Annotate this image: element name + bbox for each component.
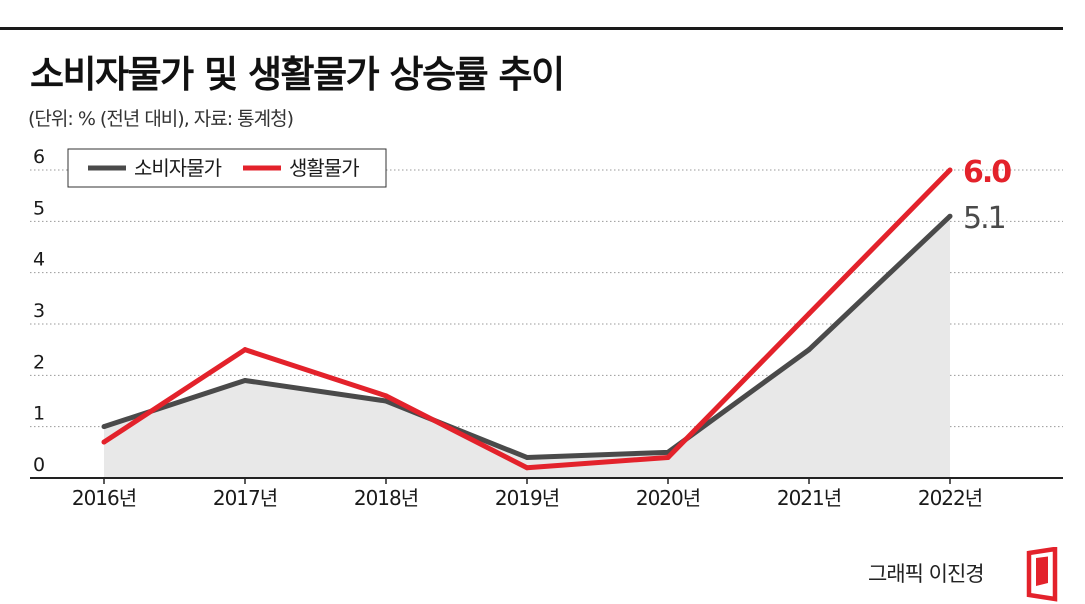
y-tick-label-6: 6 bbox=[33, 146, 45, 168]
publisher-logo-icon bbox=[1026, 547, 1058, 602]
data-point-living-0 bbox=[101, 439, 107, 445]
x-tick-label-2: 2018년 bbox=[354, 486, 418, 510]
x-tick-label-5: 2021년 bbox=[777, 486, 841, 510]
graphic-credit: 그래픽 이진경 bbox=[868, 562, 985, 586]
end-label-living: 6.0 bbox=[963, 155, 1011, 190]
area-fill bbox=[104, 216, 950, 478]
x-tick-label-1: 2017년 bbox=[213, 486, 277, 510]
data-point-consumer-5 bbox=[806, 347, 812, 353]
x-tick-label-6: 2022년 bbox=[918, 486, 982, 510]
chart-subtitle: (단위: % (전년 대비), 자료: 통계청) bbox=[28, 108, 294, 130]
x-tick-labels: 2016년 2017년 2018년 2019년 2020년 2021년 2022년 bbox=[72, 486, 983, 510]
legend-label-living: 생활물가 bbox=[289, 156, 359, 180]
x-tick-label-3: 2019년 bbox=[495, 486, 559, 510]
x-axis bbox=[30, 477, 1063, 484]
y-tick-label-2: 2 bbox=[33, 351, 45, 373]
end-labels: 5.16.0 bbox=[963, 155, 1013, 236]
y-tick-labels: 0 1 2 3 4 5 6 bbox=[33, 146, 45, 476]
y-tick-label-3: 3 bbox=[33, 300, 45, 322]
data-point-living-3 bbox=[524, 465, 530, 471]
y-tick-label-4: 4 bbox=[33, 249, 45, 271]
data-point-consumer-0 bbox=[101, 424, 107, 430]
x-tick-label-0: 2016년 bbox=[72, 486, 136, 510]
legend-label-consumer: 소비자물가 bbox=[134, 156, 222, 180]
data-point-consumer-2 bbox=[383, 398, 389, 404]
top-rule bbox=[0, 27, 1063, 30]
x-tick-label-4: 2020년 bbox=[636, 486, 700, 510]
data-point-living-6 bbox=[947, 167, 953, 173]
end-label-consumer: 5.1 bbox=[963, 201, 1005, 236]
data-point-consumer-1 bbox=[242, 377, 248, 383]
data-point-consumer-3 bbox=[524, 454, 530, 460]
data-point-living-1 bbox=[242, 347, 248, 353]
y-tick-label-0: 0 bbox=[33, 454, 45, 476]
area-consumer bbox=[104, 216, 950, 478]
data-point-living-5 bbox=[806, 311, 812, 317]
legend: 소비자물가 생활물가 bbox=[67, 148, 387, 188]
data-point-living-4 bbox=[665, 454, 671, 460]
data-point-consumer-6 bbox=[947, 213, 953, 219]
y-tick-label-1: 1 bbox=[33, 403, 45, 425]
series-lines bbox=[101, 167, 953, 471]
data-point-living-2 bbox=[383, 393, 389, 399]
chart-title: 소비자물가 및 생활물가 상승률 추이 bbox=[30, 53, 565, 96]
y-tick-label-5: 5 bbox=[33, 197, 45, 219]
